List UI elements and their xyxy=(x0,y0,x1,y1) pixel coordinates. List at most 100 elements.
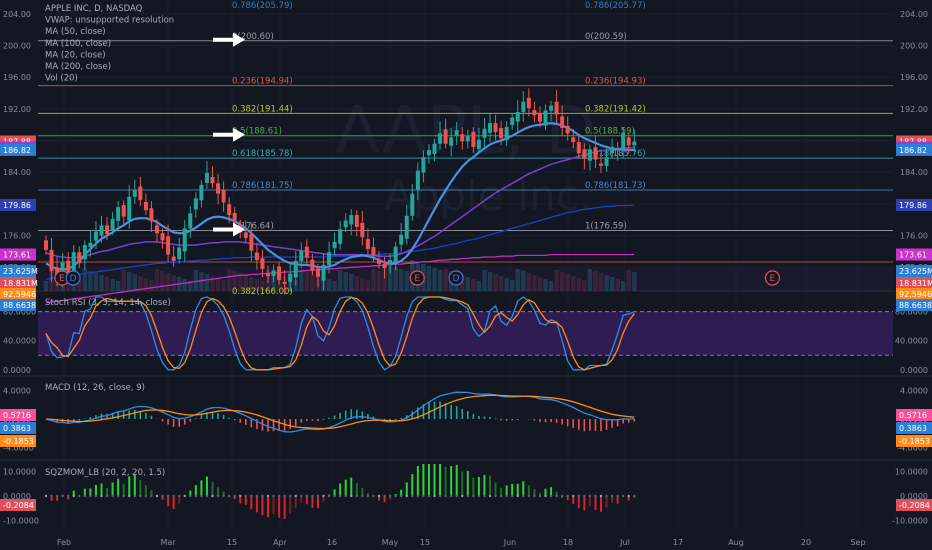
sqzmom-squeeze-dot xyxy=(155,494,159,498)
event-marker xyxy=(65,270,81,286)
x-tick-label: 20 xyxy=(801,538,811,547)
volume-bar xyxy=(127,272,132,291)
volume-bar xyxy=(615,279,620,291)
macd-tag-right: 0.3863 xyxy=(899,424,927,433)
volume-bar xyxy=(243,275,248,291)
volume-bar xyxy=(582,280,587,291)
volume-bar xyxy=(432,268,437,291)
macd-tag-left-bg xyxy=(0,435,36,447)
volume-bar xyxy=(193,270,199,291)
candle-body xyxy=(471,131,476,147)
candle-body xyxy=(293,260,298,278)
sqzmom-squeeze-dot xyxy=(566,494,569,498)
candle-body xyxy=(243,232,248,238)
candle-body xyxy=(399,234,404,245)
candle-body xyxy=(188,213,193,229)
event-marker xyxy=(764,270,781,286)
sqzmom-squeeze-dot xyxy=(277,494,281,498)
y-tick-label-right: 184.00 xyxy=(900,168,928,177)
event-marker-label: E xyxy=(59,274,65,284)
volume-tag-left-bg xyxy=(0,277,36,289)
candle-body xyxy=(304,246,309,258)
candle-body xyxy=(560,116,565,128)
sqzmom-tick-left: 0.0000 xyxy=(3,492,31,501)
legend-item: MA (100, close) xyxy=(45,39,111,49)
sqzmom-squeeze-dot xyxy=(55,494,59,498)
sqzmom-squeeze-dot xyxy=(89,494,92,498)
sqzmom-squeeze-dot xyxy=(583,494,586,498)
volume-bar xyxy=(232,271,237,291)
event-marker-label: E xyxy=(414,274,420,284)
sqzmom-squeeze-dot xyxy=(239,494,242,498)
volume-bar xyxy=(437,270,443,291)
volume-tag-left-bg xyxy=(0,265,36,277)
candle-body xyxy=(421,157,426,173)
sqzmom-squeeze-dot xyxy=(211,494,214,498)
sqzmom-squeeze-dot xyxy=(516,494,519,498)
volume-bar xyxy=(465,277,470,291)
sqzmom-squeeze-dot xyxy=(227,494,231,498)
sqzmom-squeeze-dot xyxy=(422,494,425,498)
candle-body xyxy=(93,231,98,241)
y-tick-label-left: 176.00 xyxy=(3,232,31,241)
candle-body xyxy=(565,125,570,134)
sqzmom-squeeze-dot xyxy=(477,494,481,498)
volume-bar xyxy=(399,269,404,291)
volume-bar xyxy=(221,280,226,291)
candle-body xyxy=(499,127,504,139)
stoch-tag-right-bg xyxy=(896,288,932,300)
macd-tag-left-bg xyxy=(0,422,36,434)
volume-bar xyxy=(559,272,565,291)
volume-bar xyxy=(510,280,515,291)
volume-tag-right-bg xyxy=(896,277,932,289)
sqzmom-squeeze-dot xyxy=(139,494,142,498)
candle-body xyxy=(365,239,370,250)
volume-bar xyxy=(493,274,498,291)
candle-body xyxy=(177,247,182,259)
volume-bar xyxy=(593,271,598,291)
pane-legend-sqzmom: SQZMOM_LB (20, 2, 20, 1.5) xyxy=(45,468,165,478)
volume-bar xyxy=(460,275,465,291)
sqzmom-squeeze-dot xyxy=(433,494,436,498)
candle-body xyxy=(216,183,221,194)
price-tag-right-bg xyxy=(896,143,932,156)
stoch-tag-left: 88.6638 xyxy=(3,301,36,310)
stoch-tag-left: 92.5946 xyxy=(3,290,36,299)
candle-body xyxy=(44,240,48,250)
stoch-tick-right: 0.0000 xyxy=(900,366,928,375)
candle-body xyxy=(88,242,93,248)
fib-level-label-right: 0.786(205.77) xyxy=(585,1,646,11)
sqzmom-squeeze-dot xyxy=(250,494,253,498)
candle-body xyxy=(182,228,187,252)
candle-body xyxy=(327,252,332,265)
sqzmom-tag-right: -0.2084 xyxy=(899,501,930,510)
sqzmom-squeeze-dot xyxy=(560,494,564,498)
x-tick-label: Mar xyxy=(160,538,176,547)
ma100-line xyxy=(45,204,635,280)
volume-bar xyxy=(310,273,315,291)
volume-bar xyxy=(104,277,110,291)
volume-bar xyxy=(332,281,337,291)
candle-body xyxy=(193,198,198,210)
candle-body xyxy=(332,241,337,249)
candle-body xyxy=(338,229,343,244)
fib-level-label-left: 0.618(185.78) xyxy=(232,149,293,159)
sqzmom-squeeze-dot xyxy=(350,494,353,498)
volume-bar xyxy=(554,270,559,291)
volume-bar xyxy=(199,272,204,291)
sqzmom-squeeze-dot xyxy=(549,494,553,498)
volume-bar xyxy=(471,279,476,291)
y-tick-label-right: 176.00 xyxy=(900,232,928,241)
macd-tick-right: -4.0000 xyxy=(897,443,928,452)
candle-body xyxy=(143,201,148,211)
macd-tag-right-bg xyxy=(896,435,932,447)
candle-body xyxy=(493,123,498,132)
candle-body xyxy=(554,101,559,115)
macd-tick-left: 4.0000 xyxy=(3,387,31,396)
sqzmom-tag-left: -0.2084 xyxy=(3,501,34,510)
macd-tag-right: 0.5716 xyxy=(899,411,927,420)
candle-body xyxy=(460,134,465,142)
sqzmom-squeeze-dot xyxy=(633,494,636,498)
